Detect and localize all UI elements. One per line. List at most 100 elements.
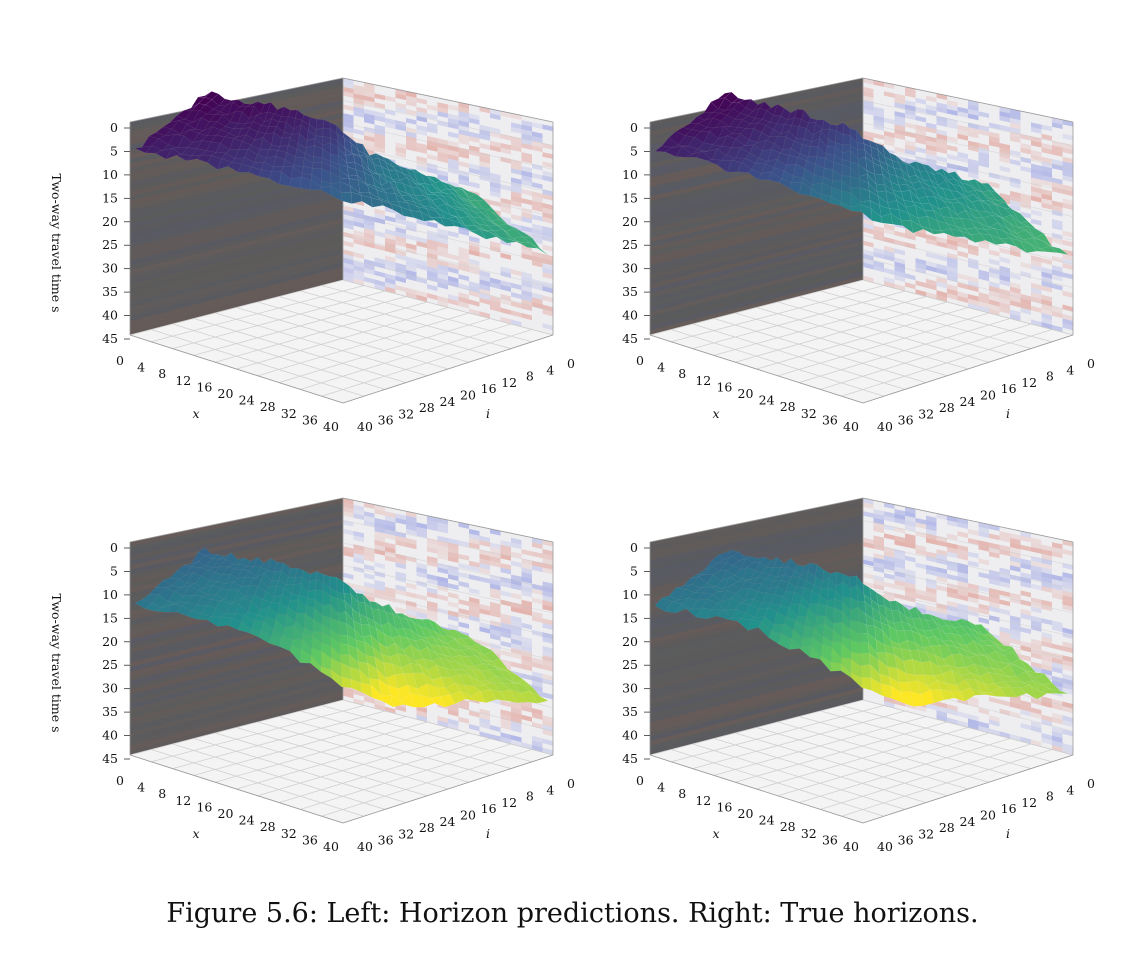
right-wall-cell — [957, 291, 968, 299]
right-wall-cell — [1062, 576, 1073, 584]
right-wall-cell — [1041, 257, 1052, 266]
right-wall-cell — [479, 713, 490, 721]
right-wall-cell — [863, 104, 874, 112]
right-wall-cell — [521, 244, 532, 252]
right-wall-cell — [1041, 285, 1052, 293]
right-wall-cell — [1010, 309, 1021, 317]
right-wall-cell — [894, 111, 905, 118]
right-wall-cell — [395, 249, 406, 257]
right-wall-cell — [894, 535, 905, 543]
right-wall-cell — [1062, 747, 1073, 755]
right-wall-cell — [1052, 625, 1063, 633]
right-wall-cell — [947, 257, 958, 265]
right-wall-cell — [978, 151, 989, 159]
right-wall-cell — [479, 576, 490, 584]
right-wall-cell — [448, 181, 459, 189]
z-tick-label: 40 — [622, 308, 638, 323]
left-wall-stripe — [130, 678, 343, 737]
right-wall-cell — [448, 551, 459, 559]
right-wall-cell — [989, 308, 1000, 316]
x-axis-label: x — [712, 406, 719, 421]
right-wall-cell — [968, 538, 979, 545]
right-wall-cell — [500, 142, 511, 150]
right-wall-cell — [385, 259, 396, 268]
right-wall-cell — [947, 551, 958, 559]
right-wall-cell — [989, 281, 1000, 289]
right-wall-cell — [427, 261, 438, 269]
right-wall-cell — [905, 582, 916, 590]
right-wall-cell — [1052, 675, 1063, 683]
right-wall-cell — [500, 293, 511, 302]
right-wall-cell — [416, 571, 427, 579]
floor-gridline — [692, 743, 906, 810]
right-wall-cell — [1010, 551, 1021, 559]
right-wall-cell — [1052, 740, 1063, 748]
right-wall-cell — [511, 177, 522, 185]
right-wall-cell — [353, 111, 364, 118]
right-wall-cell — [511, 725, 522, 733]
right-wall-cell — [1020, 298, 1031, 306]
right-wall-cell — [532, 588, 543, 596]
right-wall-cell — [542, 738, 553, 746]
right-wall-cell — [416, 111, 427, 119]
z-tick-label: 25 — [622, 237, 638, 252]
right-wall-cell — [1031, 122, 1042, 130]
right-wall-cell — [947, 100, 958, 107]
right-wall-cell — [490, 190, 501, 198]
right-wall-cell — [479, 270, 490, 278]
right-wall-cell — [989, 714, 1000, 723]
floor-gridline — [756, 307, 969, 370]
right-wall-cell — [1010, 131, 1021, 139]
right-wall-cell — [448, 583, 459, 591]
right-wall-cell — [863, 108, 874, 116]
right-wall-cell — [884, 581, 895, 589]
right-wall-cell — [947, 104, 958, 112]
right-wall-cell — [989, 601, 1000, 609]
right-wall-cell — [385, 95, 396, 103]
right-wall-cell — [884, 91, 895, 98]
right-wall-cell — [458, 265, 469, 273]
right-wall-cell — [343, 130, 354, 138]
right-wall-cell — [532, 721, 543, 730]
horizon-surface-facet — [337, 598, 346, 614]
right-wall-cell — [479, 567, 490, 575]
left-wall-stripe — [130, 275, 343, 335]
right-wall-cell — [437, 151, 448, 159]
right-wall-cell — [1031, 191, 1042, 199]
right-wall-cell — [1062, 175, 1073, 183]
right-wall-cell — [936, 549, 947, 556]
floor-gridline — [278, 738, 491, 803]
right-wall-cell — [385, 108, 396, 116]
right-wall-cell — [542, 724, 553, 732]
right-wall-cell — [999, 156, 1010, 164]
right-wall-cell — [479, 731, 490, 739]
floor-gridline — [151, 749, 365, 817]
floor-gridline — [841, 749, 1053, 817]
x-tick-label: 36 — [302, 832, 318, 847]
right-wall-cell — [490, 647, 501, 655]
right-wall-cell — [968, 298, 979, 306]
right-wall-cell — [511, 301, 522, 309]
right-wall-cell — [1031, 140, 1042, 148]
right-wall-cell — [947, 587, 958, 595]
z-tick-label: 0 — [630, 120, 638, 135]
right-wall-cell — [479, 165, 490, 173]
right-wall-cell — [978, 531, 989, 539]
x-tick-label: 0 — [116, 773, 124, 788]
right-wall-cell — [936, 540, 947, 548]
right-wall-cell — [532, 145, 543, 153]
right-wall-cell — [427, 609, 438, 617]
right-wall-cell — [542, 152, 553, 160]
z-tick-label: 25 — [622, 657, 638, 672]
right-wall-cell — [395, 535, 406, 543]
z-tick-label: 30 — [622, 681, 638, 696]
right-wall-cell — [521, 659, 532, 667]
right-wall-cell — [500, 649, 511, 657]
right-wall-cell — [469, 723, 480, 732]
right-wall-cell — [1052, 680, 1063, 688]
right-wall-cell — [1020, 590, 1031, 598]
floor-gridline — [300, 743, 512, 810]
right-wall-cell — [968, 275, 979, 284]
z-tick-label: 25 — [102, 237, 118, 252]
